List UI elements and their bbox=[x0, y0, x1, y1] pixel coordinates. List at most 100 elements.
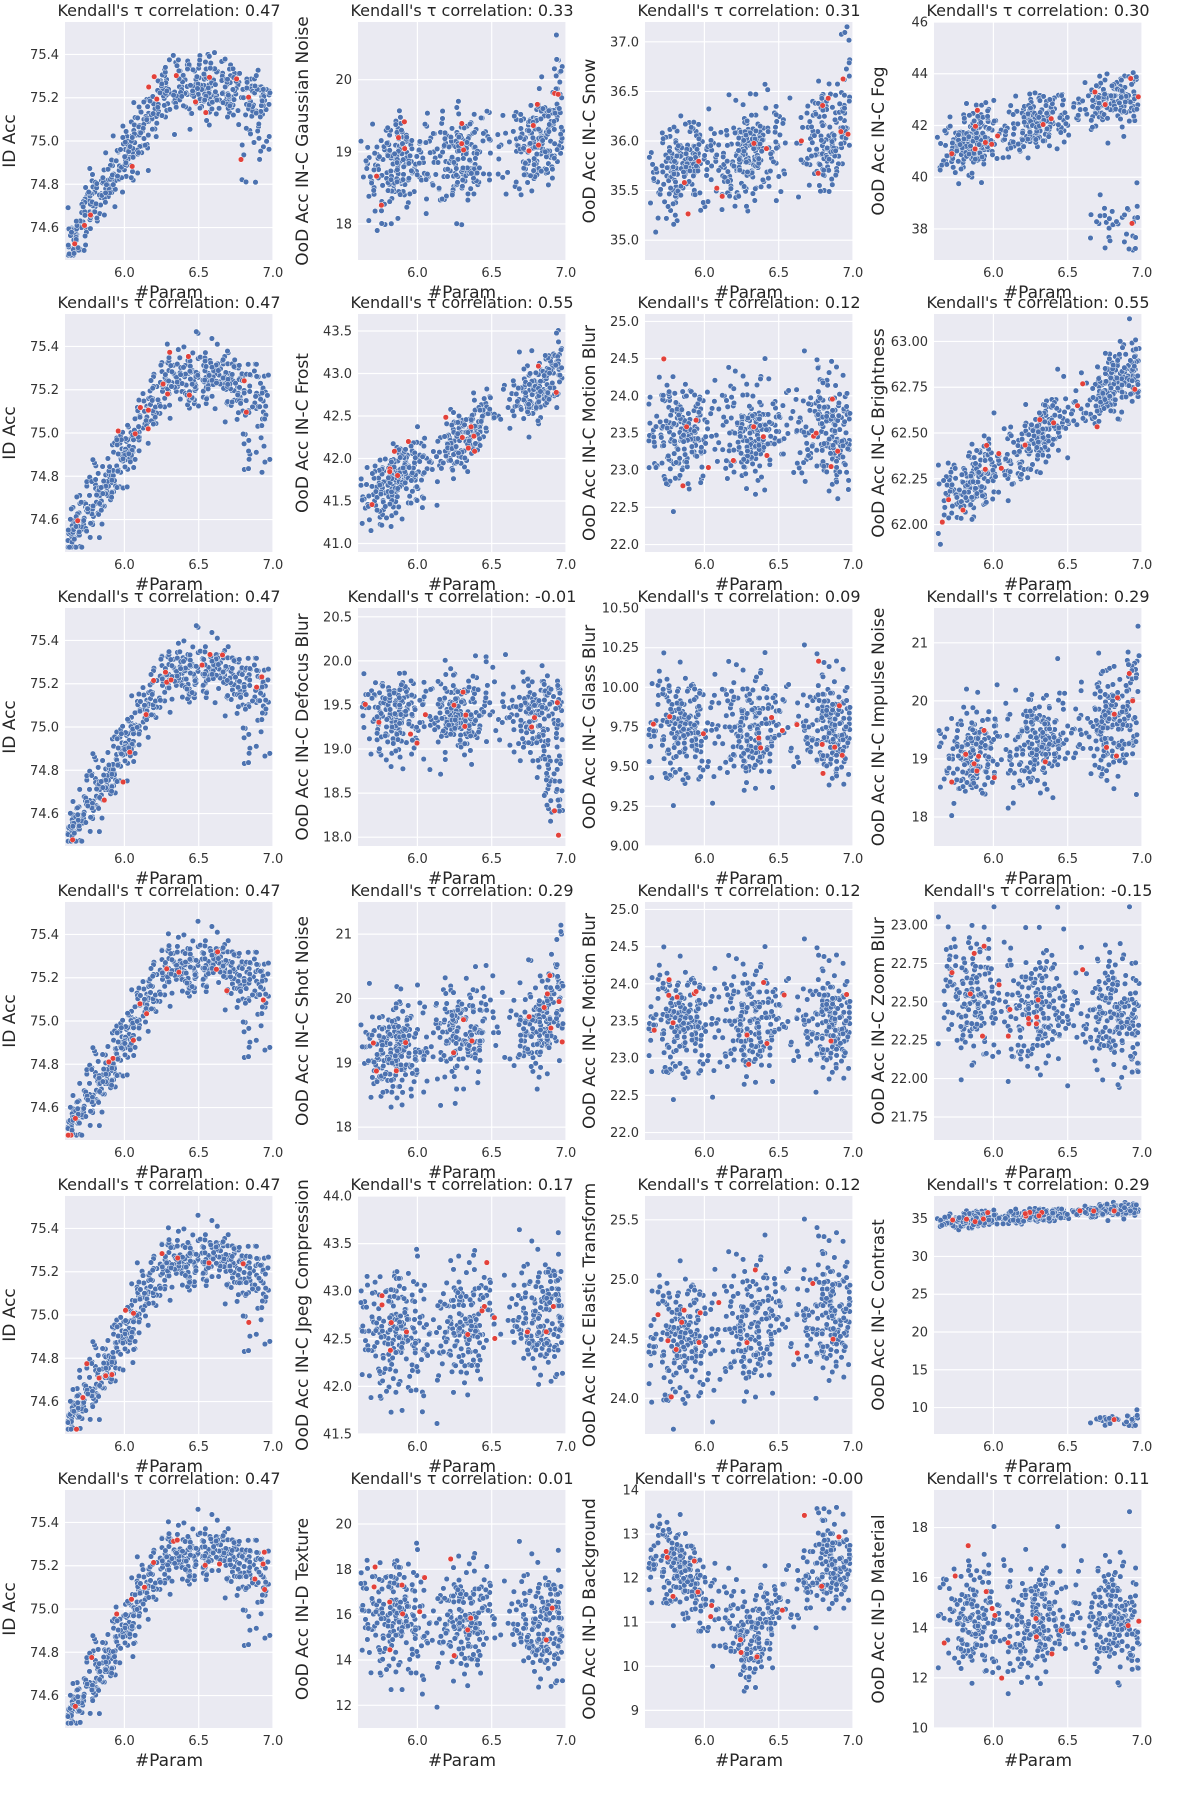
data-point bbox=[464, 197, 471, 204]
data-point bbox=[836, 100, 843, 107]
data-point bbox=[738, 450, 745, 457]
data-point bbox=[671, 438, 678, 445]
highlight-point bbox=[465, 445, 472, 452]
data-point bbox=[826, 80, 833, 87]
data-point bbox=[423, 210, 430, 217]
data-point bbox=[752, 468, 759, 475]
data-point bbox=[113, 436, 120, 443]
data-point bbox=[797, 449, 804, 456]
data-point bbox=[203, 395, 210, 402]
data-point bbox=[402, 446, 409, 453]
data-point bbox=[1102, 350, 1109, 357]
data-point bbox=[546, 370, 553, 377]
data-point bbox=[240, 430, 247, 438]
highlight-point bbox=[1131, 386, 1138, 393]
y-tick-label: 74.6 bbox=[30, 807, 59, 822]
data-point bbox=[392, 509, 399, 516]
data-point bbox=[673, 459, 680, 466]
data-point bbox=[378, 137, 385, 144]
y-axis-label: OoD Acc IN-C Gaussian Noise bbox=[293, 16, 313, 265]
data-point bbox=[471, 129, 478, 136]
y-tick-label: 42.5 bbox=[323, 410, 352, 425]
data-point bbox=[253, 655, 260, 662]
data-point bbox=[743, 159, 750, 166]
data-point bbox=[817, 188, 824, 195]
highlight-point bbox=[972, 145, 979, 152]
data-point bbox=[265, 146, 273, 153]
data-point bbox=[963, 100, 970, 107]
data-point bbox=[1121, 211, 1128, 218]
data-point bbox=[550, 118, 558, 125]
data-point bbox=[135, 397, 142, 404]
data-point bbox=[943, 161, 950, 168]
subplot-title: Kendall's τ correlation: 0.12 bbox=[637, 293, 860, 312]
data-point bbox=[551, 126, 558, 133]
data-point bbox=[1122, 393, 1130, 400]
highlight-point bbox=[959, 507, 967, 514]
data-point bbox=[1112, 396, 1119, 403]
data-point bbox=[656, 374, 663, 381]
data-point bbox=[709, 405, 716, 412]
highlight-point bbox=[164, 390, 171, 398]
data-point bbox=[113, 157, 120, 164]
highlight-point bbox=[763, 145, 770, 152]
data-point bbox=[483, 108, 491, 115]
data-point bbox=[708, 176, 715, 183]
data-point bbox=[450, 475, 457, 482]
data-point bbox=[458, 221, 465, 228]
data-point bbox=[785, 387, 792, 394]
data-point bbox=[1040, 434, 1047, 441]
data-point bbox=[471, 397, 478, 404]
data-point bbox=[158, 80, 165, 87]
data-point bbox=[1117, 115, 1124, 123]
data-point bbox=[1084, 402, 1091, 409]
data-point bbox=[229, 86, 236, 93]
data-point bbox=[972, 460, 979, 467]
data-point bbox=[230, 363, 238, 370]
data-point bbox=[158, 112, 166, 119]
data-point bbox=[140, 98, 147, 106]
highlight-point bbox=[948, 150, 955, 157]
data-point bbox=[1075, 112, 1082, 119]
data-point bbox=[420, 443, 427, 450]
x-tick-label: 6.5 bbox=[188, 558, 209, 573]
highlight-point bbox=[535, 142, 542, 149]
data-point bbox=[516, 185, 523, 192]
data-point bbox=[809, 443, 816, 450]
data-point bbox=[106, 463, 113, 470]
data-point bbox=[447, 457, 454, 464]
data-point bbox=[1015, 141, 1022, 148]
data-point bbox=[421, 121, 429, 128]
data-point bbox=[454, 419, 461, 426]
data-point bbox=[829, 413, 836, 420]
subplot-title: Kendall's τ correlation: 0.55 bbox=[350, 293, 573, 312]
data-point bbox=[722, 465, 729, 472]
data-point bbox=[711, 398, 718, 405]
y-tick-label: 38 bbox=[911, 222, 928, 237]
data-point bbox=[202, 58, 209, 66]
data-point bbox=[366, 516, 373, 523]
data-point bbox=[715, 167, 722, 174]
data-point bbox=[394, 215, 401, 222]
data-point bbox=[413, 497, 421, 504]
data-point bbox=[463, 139, 471, 146]
highlight-point bbox=[115, 427, 122, 435]
data-point bbox=[224, 113, 231, 121]
data-point bbox=[202, 358, 209, 365]
data-point bbox=[201, 96, 208, 104]
data-point bbox=[387, 167, 394, 175]
data-point bbox=[711, 446, 718, 453]
x-tick-label: 6.5 bbox=[188, 266, 209, 281]
data-point bbox=[87, 534, 94, 541]
highlight-point bbox=[378, 202, 385, 209]
y-tick-label: 74.8 bbox=[30, 470, 59, 485]
data-point bbox=[543, 166, 550, 173]
data-point bbox=[1101, 91, 1108, 98]
data-point bbox=[373, 143, 380, 151]
data-point bbox=[826, 156, 833, 163]
data-point bbox=[377, 490, 384, 498]
data-point bbox=[551, 155, 558, 162]
data-point bbox=[1122, 351, 1129, 358]
data-point bbox=[1093, 82, 1100, 89]
